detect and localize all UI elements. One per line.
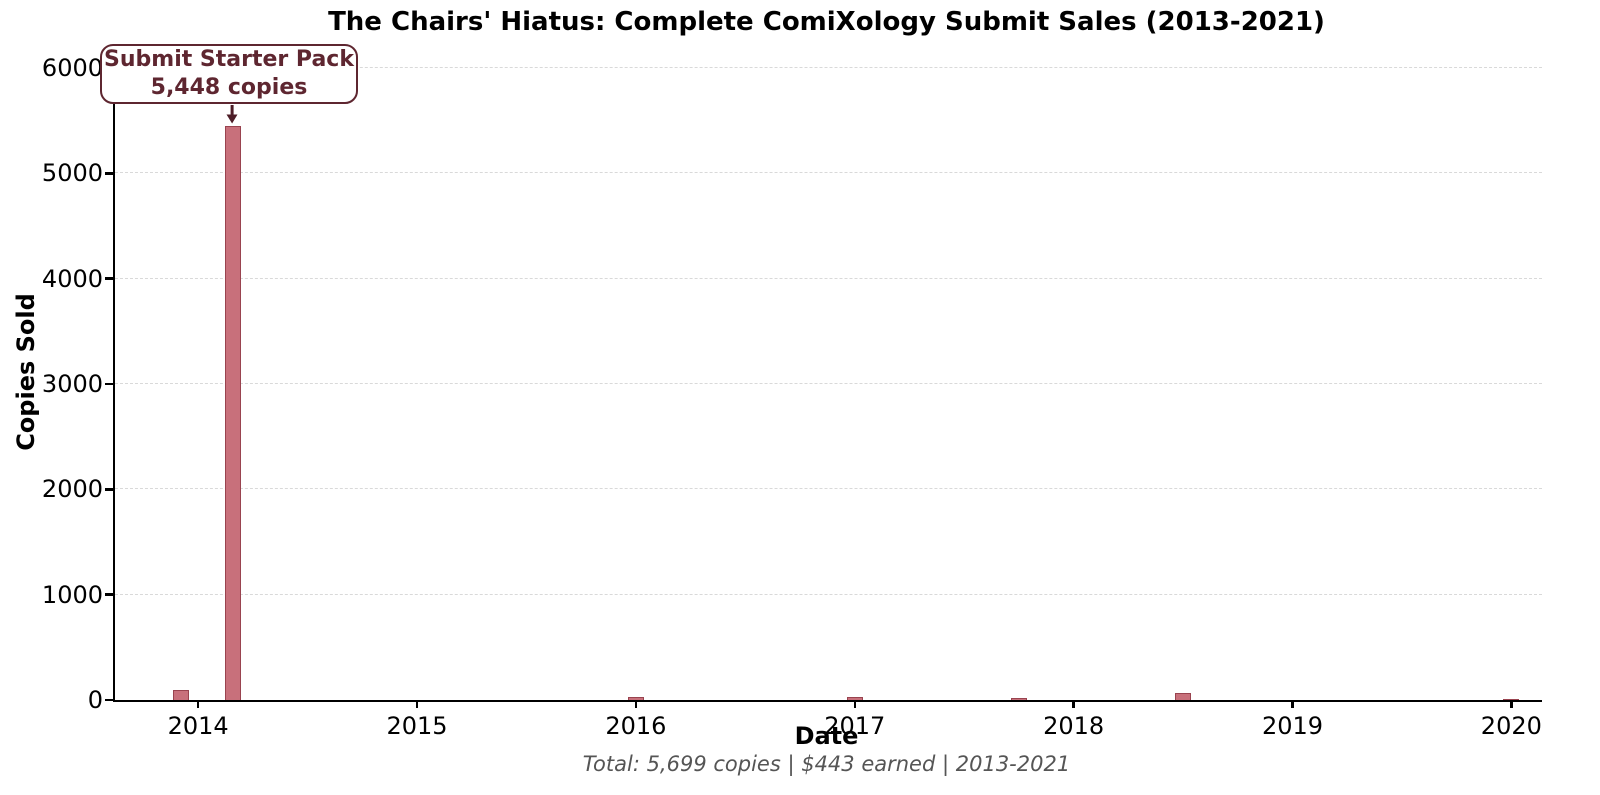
plot-area: 0 1000 2000 3000 4000 5000 6000 2014 2015 2016 201… — [42, 45, 1542, 740]
y-tick-label: 1000 — [41, 580, 103, 609]
bar-feb-2014 — [225, 126, 242, 700]
x-tick-label-2015: 2015 — [386, 712, 448, 740]
x-tick-label-2020: 2020 — [1480, 712, 1542, 740]
annotation-value-line: 5,448 copies — [150, 75, 308, 100]
gridline-y-3000 — [115, 382, 1542, 384]
x-axis-label: Date — [794, 722, 859, 750]
gridline-y-6000 — [115, 66, 1542, 68]
x-tick-mark — [1072, 700, 1075, 708]
gridline-y-4000 — [115, 277, 1542, 279]
x-tick-label-2016: 2016 — [605, 712, 667, 740]
x-tick-mark — [1510, 700, 1513, 708]
y-tick-label: 2000 — [41, 475, 103, 504]
bar-jul-2018 — [1175, 692, 1192, 700]
x-tick-mark — [196, 700, 200, 708]
x-tick-label-2019: 2019 — [1261, 712, 1324, 740]
gridline-y-5000 — [115, 172, 1542, 174]
y-tick-label: 0 — [87, 686, 103, 714]
y-tick-label: 3000 — [41, 369, 103, 398]
annotation-title-line: Submit Starter Pack — [104, 47, 354, 72]
down-arrow-icon — [226, 105, 238, 124]
bar-jan-2017 — [846, 696, 863, 700]
y-tick-label: 6000 — [41, 53, 103, 82]
x-tick-mark — [1291, 700, 1294, 708]
y-tick-mark — [104, 382, 113, 386]
y-tick-mark — [104, 277, 113, 280]
annotation-callout: Submit Starter Pack 5,448 copies — [100, 44, 358, 104]
bar-jan-2016 — [627, 697, 644, 700]
y-tick-mark — [104, 698, 113, 702]
y-tick-mark — [104, 488, 113, 491]
y-tick-label: 5000 — [41, 159, 103, 188]
x-tick-mark — [415, 700, 419, 708]
bar-jan-2020 — [1503, 698, 1520, 700]
x-tick-label-2018: 2018 — [1043, 712, 1105, 740]
bar-oct-2017 — [1010, 698, 1027, 700]
x-tick-mark — [634, 700, 638, 708]
gridline-y-2000 — [115, 488, 1542, 490]
bar-dec-2013 — [172, 690, 189, 700]
y-tick-mark — [104, 593, 113, 596]
y-tick-label: 4000 — [41, 264, 103, 293]
gridline-y-1000 — [115, 593, 1542, 595]
x-tick-mark — [853, 700, 856, 708]
x-tick-label-2014: 2014 — [167, 712, 229, 740]
x-tick-label-2017: 2017 — [824, 712, 886, 740]
y-tick-mark — [104, 172, 113, 175]
chart-title: The Chairs' Hiatus: Complete ComiXology … — [328, 7, 1325, 37]
footer-caption: Total: 5,699 copies | $443 earned | 2013… — [582, 752, 1071, 776]
